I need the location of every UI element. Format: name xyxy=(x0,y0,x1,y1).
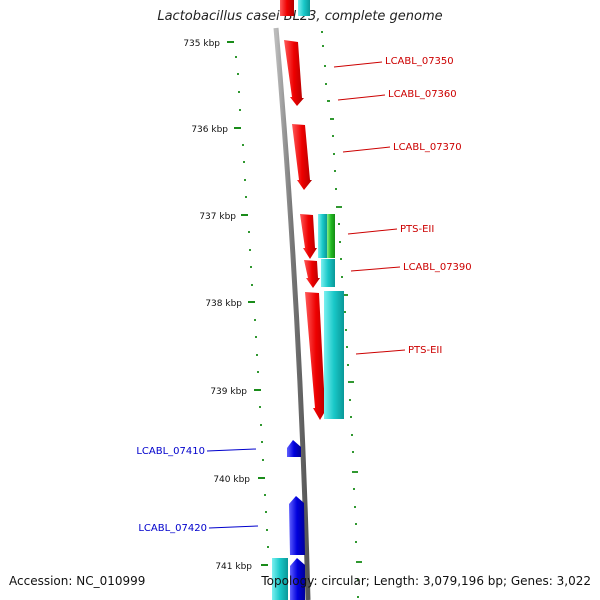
kbp-label-736: 736 kbp xyxy=(191,125,228,135)
gene-arrow-lcabl-07370[interactable] xyxy=(292,124,312,190)
gene-label-lcabl-07410[interactable]: LCABL_07410 xyxy=(136,446,205,457)
feature-top-cyan[interactable] xyxy=(298,0,310,16)
kbp-minor-ticks-left xyxy=(235,56,269,548)
gene-arrow-lcabl-07390[interactable] xyxy=(304,260,320,288)
genome-backbone xyxy=(273,27,311,600)
gene-arrow-lcabl-07350[interactable] xyxy=(284,40,304,106)
feature-pts-eii-1-cyan[interactable] xyxy=(318,214,327,258)
gene-label-pts-eii-1[interactable]: PTS-EII xyxy=(400,224,434,235)
accession-text: Accession: NC_010999 xyxy=(9,574,146,588)
label-leaders-forward xyxy=(333,61,406,355)
gene-label-lcabl-07390[interactable]: LCABL_07390 xyxy=(403,262,472,273)
gene-label-lcabl-07350[interactable]: LCABL_07350 xyxy=(385,56,454,67)
gene-arrow-pts-eii-1[interactable] xyxy=(300,214,317,259)
kbp-major-ticks xyxy=(227,41,268,566)
kbp-label-735: 735 kbp xyxy=(183,39,220,49)
kbp-label-737: 737 kbp xyxy=(199,212,236,222)
kbp-label-741: 741 kbp xyxy=(215,562,252,572)
kbp-label-739: 739 kbp xyxy=(210,387,247,397)
kbp-label-740: 740 kbp xyxy=(213,475,250,485)
label-leaders-reverse xyxy=(206,448,259,529)
kbp-scale: 735 kbp 736 kbp 737 kbp 738 kbp 739 kbp … xyxy=(183,31,362,598)
map-title: Lactobacillus casei BL23, complete genom… xyxy=(157,9,443,24)
feature-pts-eii-2-cyan[interactable] xyxy=(324,291,344,419)
genome-summary-text: Topology: circular; Length: 3,079,196 bp… xyxy=(261,574,591,588)
gene-label-pts-eii-2[interactable]: PTS-EII xyxy=(408,345,442,356)
gene-arrow-pts-eii-2[interactable] xyxy=(305,292,327,420)
features-bottom-edge xyxy=(272,558,305,600)
gene-arrow-bottom-blue[interactable] xyxy=(290,558,305,600)
gene-label-lcabl-07360[interactable]: LCABL_07360 xyxy=(388,89,457,100)
gene-arrow-lcabl-07420[interactable] xyxy=(289,496,305,555)
kbp-label-738: 738 kbp xyxy=(205,299,242,309)
gene-arrow-top-red[interactable] xyxy=(280,0,294,16)
gene-label-lcabl-07420[interactable]: LCABL_07420 xyxy=(138,523,207,534)
feature-bottom-cyan[interactable] xyxy=(272,558,288,600)
feature-lcabl-07390-cyan[interactable] xyxy=(321,259,335,287)
feature-pts-eii-1-green[interactable] xyxy=(327,214,335,258)
gene-arrow-lcabl-07410[interactable] xyxy=(287,440,301,457)
features-top-edge xyxy=(280,0,310,16)
kbp-minor-ticks-right xyxy=(321,31,362,598)
gene-label-lcabl-07370[interactable]: LCABL_07370 xyxy=(393,142,462,153)
